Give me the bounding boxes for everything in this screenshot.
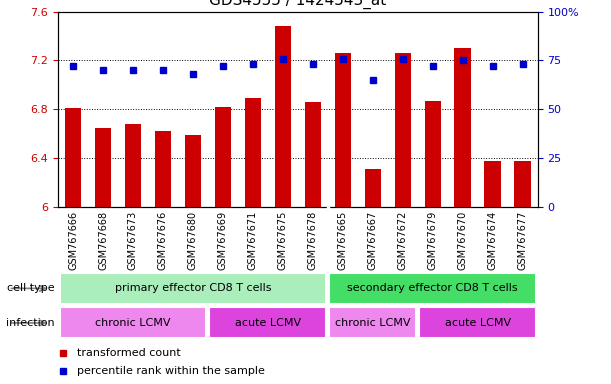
Text: GSM767666: GSM767666	[68, 210, 78, 270]
Text: chronic LCMV: chronic LCMV	[335, 318, 411, 328]
Text: GSM767671: GSM767671	[248, 210, 258, 270]
Bar	[59, 308, 207, 338]
Bar	[485, 161, 501, 207]
Text: GSM767679: GSM767679	[428, 210, 437, 270]
Bar	[210, 308, 326, 338]
Title: GDS4555 / 1424543_at: GDS4555 / 1424543_at	[209, 0, 387, 9]
Text: GSM767676: GSM767676	[158, 210, 168, 270]
Text: chronic LCMV: chronic LCMV	[95, 318, 170, 328]
Bar	[274, 26, 291, 207]
Text: GSM767675: GSM767675	[278, 210, 288, 270]
Bar	[65, 108, 81, 207]
Text: GSM767677: GSM767677	[518, 210, 528, 270]
Bar	[214, 107, 231, 207]
Bar	[329, 308, 416, 338]
Bar	[514, 161, 531, 207]
Text: infection: infection	[6, 318, 55, 328]
Bar	[59, 273, 326, 304]
Text: GSM767674: GSM767674	[488, 210, 498, 270]
Text: cell type: cell type	[7, 283, 55, 293]
Bar	[155, 131, 171, 207]
Text: percentile rank within the sample: percentile rank within the sample	[77, 366, 265, 376]
Bar	[365, 169, 381, 207]
Bar	[185, 135, 201, 207]
Text: GSM767680: GSM767680	[188, 210, 198, 270]
Bar	[95, 128, 111, 207]
Text: GSM767670: GSM767670	[458, 210, 468, 270]
Bar	[395, 53, 411, 207]
Text: GSM767669: GSM767669	[218, 210, 228, 270]
Bar	[329, 273, 536, 304]
Text: secondary effector CD8 T cells: secondary effector CD8 T cells	[348, 283, 518, 293]
Text: GSM767672: GSM767672	[398, 210, 408, 270]
Text: acute LCMV: acute LCMV	[445, 318, 511, 328]
Text: GSM767667: GSM767667	[368, 210, 378, 270]
Bar	[244, 98, 261, 207]
Bar	[125, 124, 141, 207]
Bar	[419, 308, 536, 338]
Text: GSM767673: GSM767673	[128, 210, 138, 270]
Bar	[455, 48, 471, 207]
Text: transformed count: transformed count	[77, 348, 181, 358]
Text: GSM767668: GSM767668	[98, 210, 108, 270]
Bar	[425, 101, 441, 207]
Bar	[305, 102, 321, 207]
Bar	[335, 53, 351, 207]
Text: acute LCMV: acute LCMV	[235, 318, 301, 328]
Text: GSM767665: GSM767665	[338, 210, 348, 270]
Text: GSM767678: GSM767678	[308, 210, 318, 270]
Text: primary effector CD8 T cells: primary effector CD8 T cells	[115, 283, 271, 293]
